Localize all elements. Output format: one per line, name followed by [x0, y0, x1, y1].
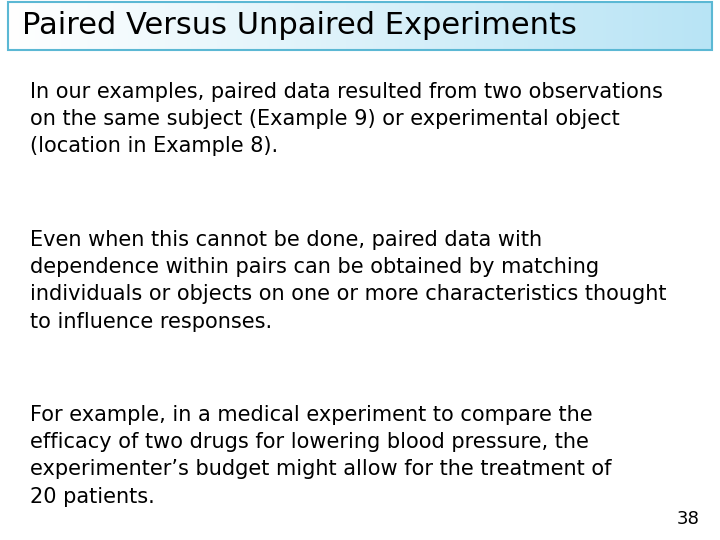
- Text: For example, in a medical experiment to compare the
efficacy of two drugs for lo: For example, in a medical experiment to …: [30, 405, 611, 507]
- Bar: [8, 2, 712, 50]
- Text: Even when this cannot be done, paired data with
dependence within pairs can be o: Even when this cannot be done, paired da…: [30, 230, 667, 332]
- Text: Paired Versus Unpaired Experiments: Paired Versus Unpaired Experiments: [22, 11, 577, 40]
- Text: In our examples, paired data resulted from two observations
on the same subject : In our examples, paired data resulted fr…: [30, 82, 663, 157]
- Text: 38: 38: [677, 510, 700, 528]
